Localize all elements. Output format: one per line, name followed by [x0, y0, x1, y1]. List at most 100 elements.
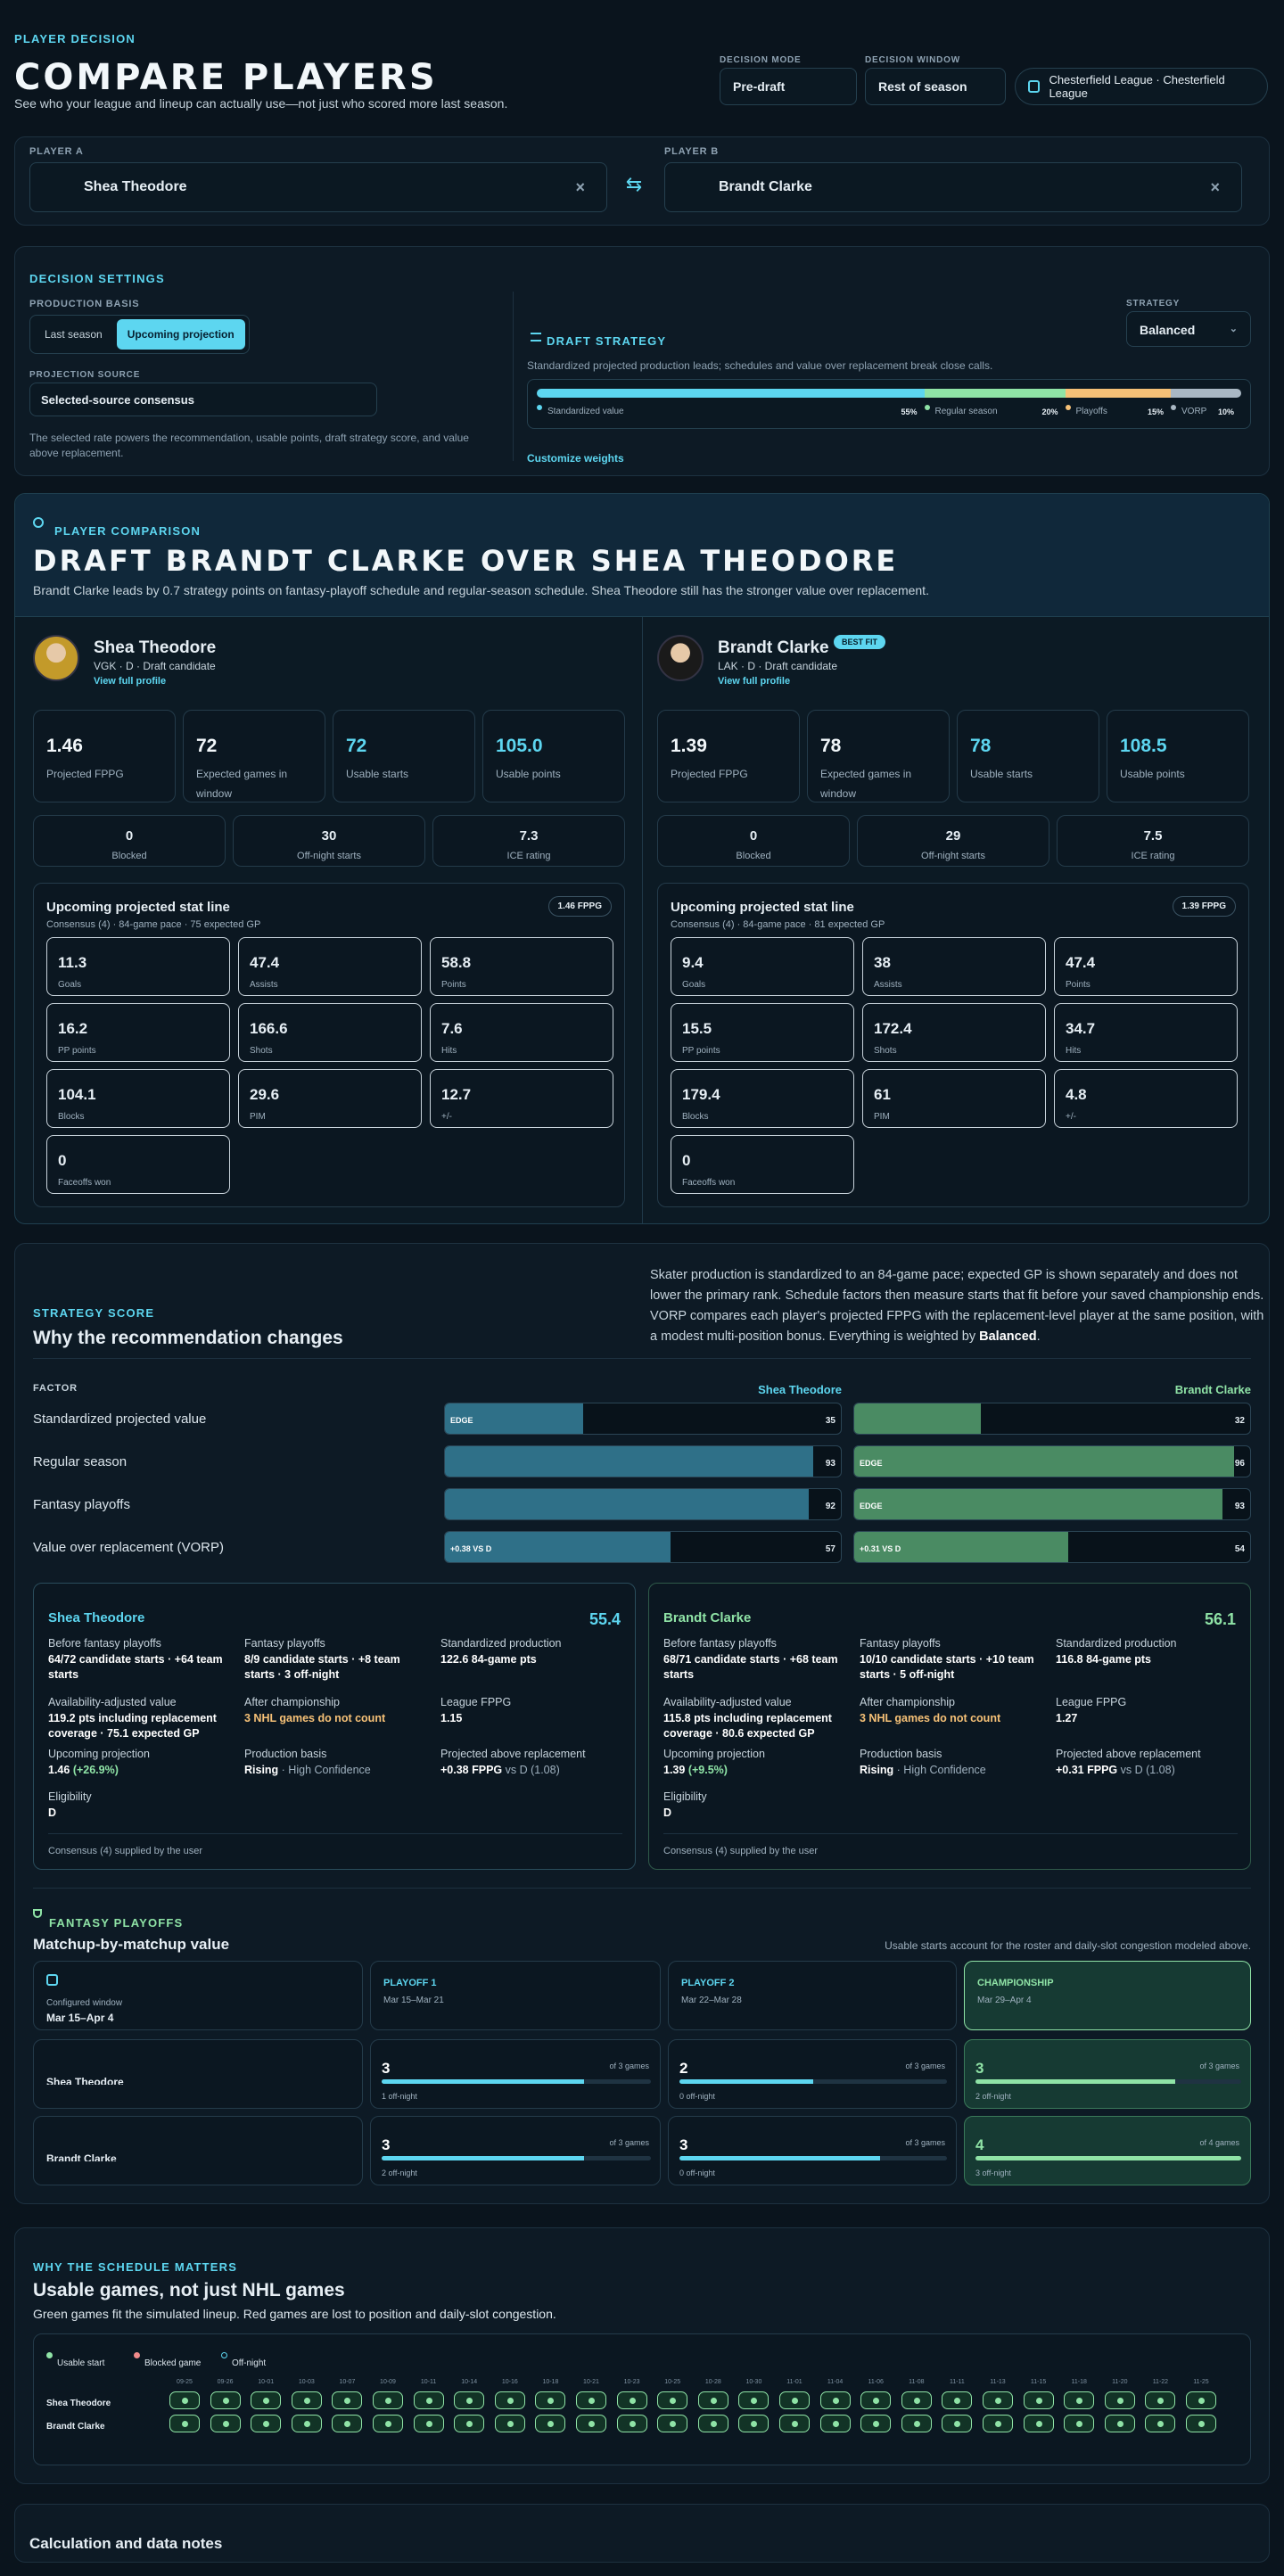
factor-value: 57	[825, 1544, 835, 1554]
date-label: 10-28	[704, 2379, 721, 2385]
basis-label: PRODUCTION BASIS	[29, 299, 140, 309]
round-header: CHAMPIONSHIP Mar 29–Apr 4	[964, 1961, 1251, 2030]
stat-cell: 16.2 PP points	[46, 1003, 230, 1062]
card-player: Brandt Clarke	[663, 1610, 752, 1622]
game-cell	[901, 2415, 932, 2432]
field-value: 1.46 (+26.9%)	[48, 1763, 235, 1778]
game-dot	[1198, 2421, 1205, 2427]
stat-cell: 29.6 PIM	[238, 1069, 422, 1128]
game-dot	[588, 2398, 595, 2404]
swap-button[interactable]: ⇆	[625, 173, 643, 195]
field-value-main: Rising	[244, 1764, 279, 1776]
weights-panel: Standardized value 55% Regular season 20% Pl…	[527, 379, 1251, 429]
game-dot	[506, 2398, 514, 2404]
stat-label: +/-	[441, 1112, 452, 1122]
stat-label: Points	[441, 980, 466, 990]
factor-tag: +0.31 VS D	[860, 1544, 901, 1553]
game-cell	[860, 2415, 892, 2432]
factor-bar	[445, 1446, 813, 1477]
schedule-player: Brandt Clarke	[46, 2422, 105, 2430]
factor-track: EDGE 93	[853, 1488, 1251, 1520]
game-cell	[373, 2391, 403, 2409]
clear-icon: ×	[1210, 177, 1220, 196]
strategy-select[interactable]: Balanced ⌄	[1126, 311, 1251, 347]
weight-dot	[537, 405, 542, 410]
metric-label: ICE rating	[506, 851, 551, 861]
score-field: Eligibility D	[663, 1790, 851, 1821]
game-dot	[670, 2398, 677, 2404]
game-cell	[860, 2391, 892, 2409]
kpi-value: 72	[196, 736, 218, 756]
field-value-extra: · High Confidence	[893, 1764, 986, 1776]
row-header: Shea Theodore	[33, 2039, 363, 2109]
explanation: Skater production is standardized to an …	[650, 1265, 1265, 1347]
score-field: Before fantasy playoffs 68/71 candidate s…	[663, 1637, 851, 1683]
game-cell	[251, 2391, 282, 2409]
matchup-cell: 3 of 3 games 2 off-night	[370, 2116, 661, 2185]
game-cell	[169, 2391, 200, 2409]
game-dot	[1157, 2398, 1165, 2404]
factor-track: 93	[444, 1445, 842, 1477]
game-dot	[1116, 2398, 1124, 2404]
profile-link[interactable]: View full profile	[94, 676, 167, 687]
player-input[interactable]: Brandt Clarke ×	[664, 162, 1242, 212]
player-name: Brandt Clarke	[719, 179, 812, 194]
strategy-value: Balanced	[1140, 323, 1196, 337]
weight-name: Regular season	[934, 407, 998, 416]
legend-label: Blocked game	[144, 2358, 202, 2368]
field-value: 1.15	[440, 1711, 628, 1726]
game-dot	[466, 2421, 473, 2427]
stat-cell: 47.4 Points	[1054, 937, 1238, 996]
divider	[663, 1833, 1238, 1834]
player-input[interactable]: Shea Theodore ×	[29, 162, 607, 212]
starts-bar	[382, 2156, 584, 2160]
toggle-option[interactable]: Last season	[45, 328, 103, 341]
game-dot	[344, 2421, 351, 2427]
factor-label: Value over replacement (VORP)	[33, 1540, 224, 1555]
kpi-label: Projected FPPG	[671, 768, 748, 780]
stat-value: 16.2	[58, 1020, 88, 1037]
stat-value: 9.4	[682, 954, 704, 971]
best-fit-badge: BEST FIT	[834, 635, 885, 649]
field-value: D	[663, 1806, 851, 1821]
toggle-option[interactable]: Upcoming projection	[116, 319, 245, 350]
field-value: Rising · High Confidence	[244, 1763, 432, 1778]
metric-card: 29 Off-night starts	[857, 815, 1049, 867]
game-cell	[169, 2415, 200, 2432]
starts-bar	[679, 2156, 880, 2160]
notes-title[interactable]: Calculation and data notes	[29, 2535, 223, 2552]
metric-value: 30	[321, 828, 337, 844]
dropdown[interactable]: Pre-draft	[720, 68, 857, 105]
factor-value: 32	[1234, 1416, 1245, 1426]
date-label: 10-11	[420, 2379, 437, 2385]
profile-link[interactable]: View full profile	[718, 676, 791, 687]
field-label: Standardized production	[440, 1637, 562, 1650]
kpi-value: 1.39	[671, 736, 707, 756]
field-value-main: 122.6 84-game pts	[440, 1653, 537, 1666]
field-value-main: 68/71 candidate starts · +68 team starts	[663, 1653, 838, 1681]
stat-cell: 58.8 Points	[430, 937, 613, 996]
kpi-value: 78	[820, 736, 842, 756]
dropdown[interactable]: Rest of season	[865, 68, 1006, 105]
source-select[interactable]: Selected-source consensus	[29, 383, 377, 416]
field-value-extra: (+9.5%)	[685, 1764, 728, 1776]
score-field: Upcoming projection 1.46 (+26.9%)	[48, 1748, 235, 1778]
eyebrow-icon	[33, 517, 44, 528]
field-label: After championship	[860, 1696, 956, 1708]
games-label: of 3 games	[905, 2138, 945, 2147]
stat-cell: 11.3 Goals	[46, 937, 230, 996]
game-dot	[751, 2398, 758, 2404]
game-dot	[547, 2398, 555, 2404]
game-cell	[1023, 2391, 1054, 2409]
factor-track: EDGE 35	[444, 1403, 842, 1435]
game-dot	[710, 2398, 717, 2404]
league-selector[interactable]: Chesterfield League · Chesterfield Leagu…	[1015, 68, 1268, 105]
kpi-card: 105.0 Usable points	[482, 710, 625, 802]
kpi-card: 72 Usable starts	[333, 710, 475, 802]
card-score: 56.1	[1204, 1610, 1236, 1628]
games-label: of 3 games	[905, 2062, 945, 2070]
stat-line-sub: Consensus (4) · 84-game pace · 81 expect…	[671, 919, 885, 930]
factor-track: 92	[444, 1488, 842, 1520]
stat-cell: 34.7 Hits	[1054, 1003, 1238, 1062]
customize-link[interactable]: Customize weights	[527, 452, 624, 465]
